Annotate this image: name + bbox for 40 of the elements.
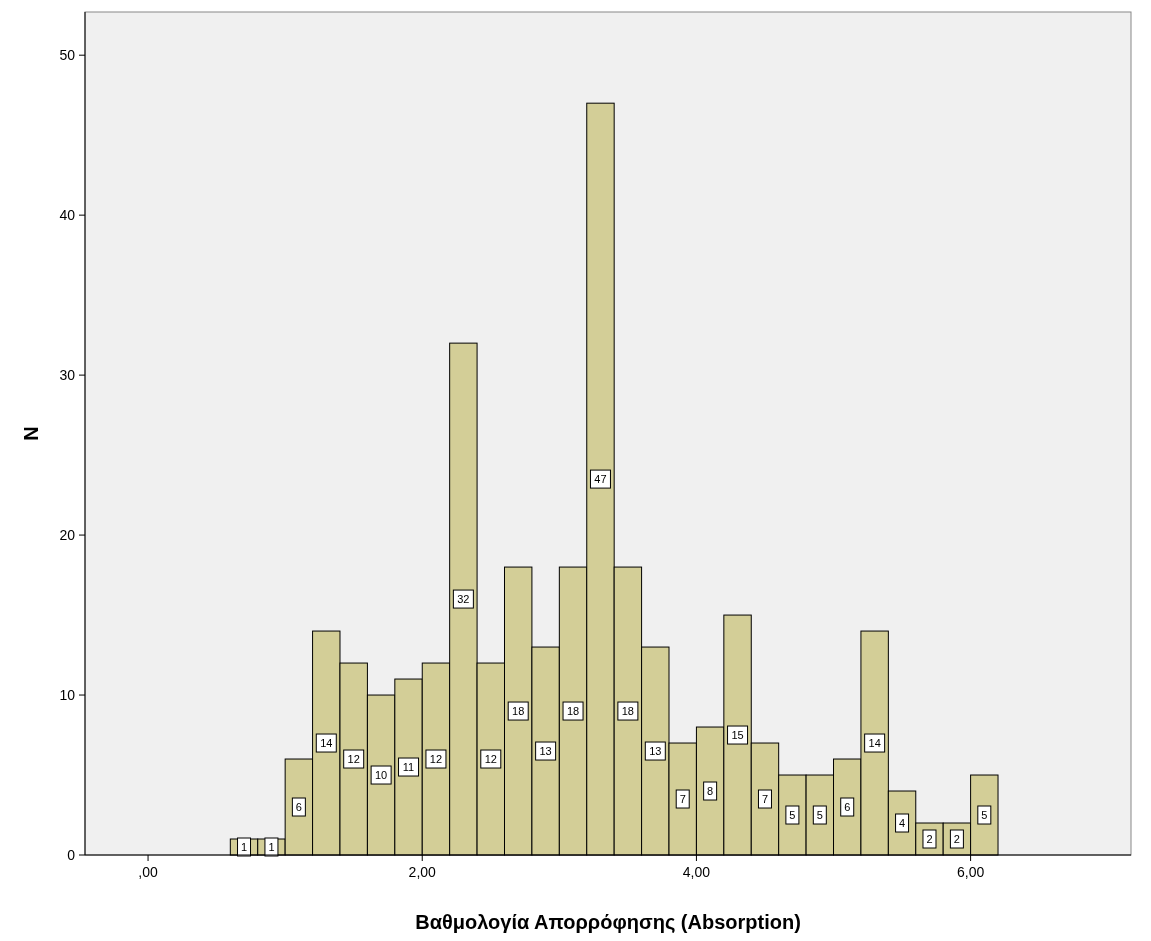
data-label: 18 bbox=[566, 705, 580, 718]
data-label: 12 bbox=[484, 753, 497, 766]
y-axis-title: N bbox=[20, 426, 42, 441]
data-label: 8 bbox=[707, 785, 714, 798]
data-label: 5 bbox=[789, 809, 796, 822]
y-tick-label: 50 bbox=[59, 47, 76, 64]
y-tick-label: 20 bbox=[59, 527, 76, 544]
data-label: 1 bbox=[268, 841, 275, 853]
y-tick-label: 0 bbox=[67, 847, 76, 863]
data-label: 7 bbox=[679, 793, 686, 806]
y-tick-label: 40 bbox=[59, 207, 76, 224]
data-label: 10 bbox=[374, 769, 388, 782]
data-label: 11 bbox=[402, 761, 415, 774]
x-tick-label: 6,00 bbox=[956, 864, 985, 880]
data-label: 13 bbox=[539, 745, 552, 758]
x-tick-label: 4,00 bbox=[682, 864, 711, 880]
data-label: 47 bbox=[594, 473, 607, 486]
y-tick-label: 10 bbox=[59, 687, 76, 704]
x-axis-title: Βαθμολογία Απορρόφησης (Absorption) bbox=[415, 911, 801, 933]
data-label: 18 bbox=[512, 705, 525, 718]
data-label: 6 bbox=[295, 801, 302, 814]
data-label: 2 bbox=[926, 833, 933, 845]
data-label: 5 bbox=[981, 809, 988, 822]
data-label: 1 bbox=[240, 841, 248, 853]
data-label: 12 bbox=[347, 753, 360, 766]
data-label: 4 bbox=[899, 817, 906, 830]
data-label: 13 bbox=[649, 745, 662, 758]
x-tick-label: ,00 bbox=[138, 864, 158, 880]
x-tick-label: 2,00 bbox=[408, 864, 437, 880]
data-label: 14 bbox=[868, 737, 881, 750]
data-label: 2 bbox=[953, 833, 960, 845]
data-label: 5 bbox=[816, 809, 823, 822]
data-label: 32 bbox=[457, 593, 470, 606]
data-label: 18 bbox=[621, 705, 634, 718]
data-label: 7 bbox=[761, 793, 769, 806]
data-label: 15 bbox=[731, 729, 744, 742]
data-label: 6 bbox=[844, 801, 851, 814]
data-label: 12 bbox=[429, 753, 443, 766]
data-label: 14 bbox=[320, 737, 333, 750]
y-tick-label: 30 bbox=[59, 367, 76, 384]
